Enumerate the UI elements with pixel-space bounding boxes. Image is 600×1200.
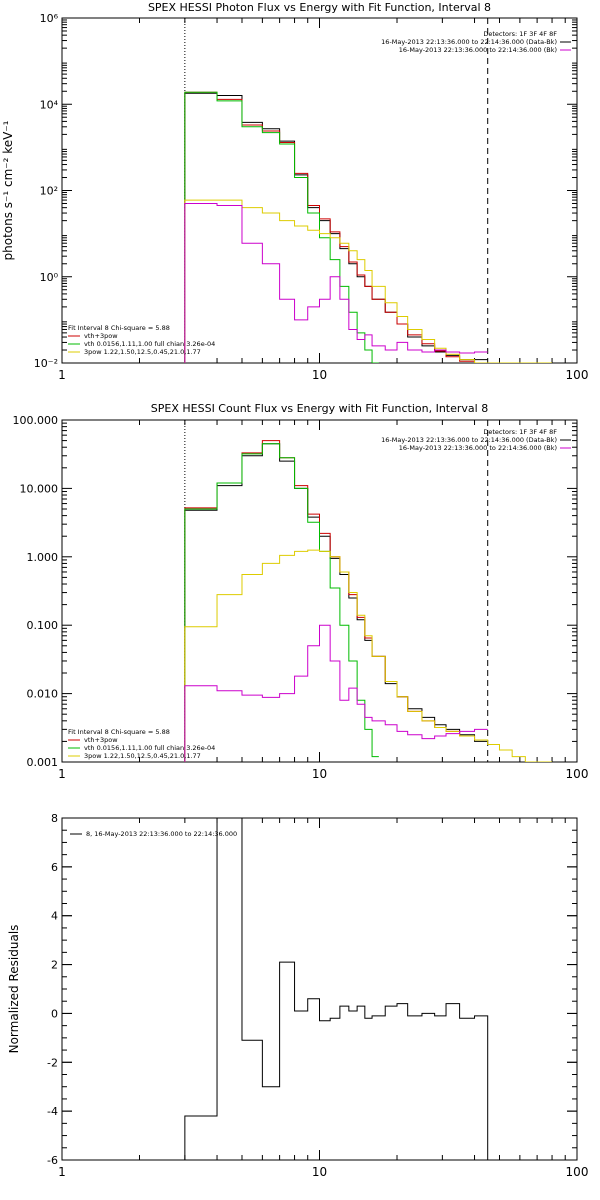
legend-left-entry: Fit Interval 8 Chi-square = 5.88 [68, 324, 170, 332]
legend-right-entry: 16-May-2013 22:13:36.000 to 22:14:36.000… [399, 444, 557, 452]
legend-right-entry: 16-May-2013 22:13:36.000 to 22:14:36.000… [381, 436, 557, 444]
y-tick-label: 10² [40, 185, 58, 198]
y-tick-label: 4 [51, 910, 58, 923]
series-line-5 [184, 202, 488, 363]
legend-left-entry: vth+3pow [84, 332, 118, 340]
y-tick-label: -6 [47, 1154, 58, 1167]
y-axis-label: photons s⁻¹ cm⁻² keV⁻¹ [1, 120, 15, 260]
y-tick-label: 0 [51, 1007, 58, 1020]
legend-left-entry: 3pow 1.22,1.50,12.5,0.45,21.0,1.77 [84, 348, 201, 356]
chart-title: SPEX HESSI Photon Flux vs Energy with Fi… [148, 1, 491, 14]
x-tick-label: 1 [58, 368, 66, 382]
legend-left-entry: vth+3pow [84, 736, 118, 744]
legend-left-entry: Fit Interval 8 Chi-square = 5.88 [68, 728, 170, 736]
legend-left-entry: 3pow 1.22,1.50,12.5,0.45,21.0,1.77 [84, 752, 201, 760]
y-tick-label: 1.000 [27, 551, 59, 564]
legend-right-entry: 16-May-2013 22:13:36.000 to 22:14:36.000… [381, 38, 557, 46]
y-axis-label: Normalized Residuals [7, 925, 21, 1054]
y-tick-label: 0.010 [27, 688, 59, 701]
x-tick-label: 10 [312, 1165, 327, 1179]
legend-right-entry: 16-May-2013 22:13:36.000 to 22:14:36.000… [399, 46, 557, 54]
y-tick-label: 0.100 [27, 619, 59, 632]
legend-right-entry: Detectors: 1F 3F 4F 8F [483, 428, 557, 436]
series-line-2 [184, 440, 488, 762]
y-tick-label: 10⁶ [40, 12, 59, 25]
y-tick-label: 6 [51, 861, 58, 874]
legend-left-entry: vth 0.0156,1.11,1.00 full chian 3.26e-04 [84, 340, 215, 348]
y-tick-label: 10⁻² [34, 357, 58, 370]
legend-left-entry: vth 0.0156,1.11,1.00 full chian 3.26e-04 [84, 744, 215, 752]
x-tick-label: 10 [312, 767, 327, 781]
series-line-4 [184, 549, 553, 762]
plot-frame [61, 817, 578, 1161]
data-series-group [184, 440, 553, 762]
series-line-3 [184, 91, 379, 363]
y-tick-label: 10.000 [20, 482, 59, 495]
data-series-group [184, 818, 489, 1160]
y-tick-label: 100.000 [13, 414, 59, 427]
y-tick-label: 0.001 [27, 756, 59, 769]
x-tick-label: 100 [566, 1165, 589, 1179]
series-line-4 [184, 199, 553, 363]
series-line-5 [184, 624, 488, 762]
x-tick-label: 100 [566, 767, 589, 781]
series-line-1 [184, 92, 488, 363]
x-tick-label: 1 [58, 767, 66, 781]
y-tick-label: 10⁴ [40, 98, 59, 111]
series-line-1 [184, 443, 488, 762]
plot-frame [61, 17, 578, 364]
series-line-3 [184, 443, 379, 762]
y-tick-label: 2 [51, 959, 58, 972]
x-tick-label: 1 [58, 1165, 66, 1179]
plot-frame [61, 419, 578, 763]
legend-left-entry: 8, 16-May-2013 22:13:36.000 to 22:14:36.… [86, 830, 237, 838]
y-tick-label: 8 [51, 812, 58, 825]
legend-right-entry: Detectors: 1F 3F 4F 8F [483, 30, 557, 38]
y-tick-label: -2 [47, 1056, 58, 1069]
data-series-group [184, 91, 553, 363]
chart-title: SPEX HESSI Count Flux vs Energy with Fit… [151, 402, 488, 415]
chart-panel-2: SPEX HESSI Count Flux vs Energy with Fit… [13, 402, 589, 781]
y-tick-label: -4 [47, 1105, 58, 1118]
x-tick-label: 10 [312, 368, 327, 382]
chart-panel-1: SPEX HESSI Photon Flux vs Energy with Fi… [1, 1, 588, 382]
series-line-1 [184, 818, 489, 1160]
series-line-2 [184, 91, 488, 363]
y-tick-label: 10⁰ [40, 271, 59, 284]
chart-panel-3: 1 10 100 -6 -4 -2 0 2 4 6 8 Normalized Residuals 8, … [7, 812, 588, 1179]
x-tick-label: 100 [566, 368, 589, 382]
